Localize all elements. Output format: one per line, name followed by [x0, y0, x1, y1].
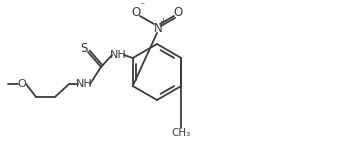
Text: CH₃: CH₃	[172, 128, 191, 138]
Text: NH: NH	[76, 79, 92, 89]
Text: O: O	[18, 79, 26, 89]
Text: N: N	[153, 22, 162, 34]
Text: O: O	[174, 6, 183, 20]
Text: +: +	[159, 18, 166, 26]
Text: NH: NH	[109, 50, 126, 60]
Text: O: O	[131, 6, 141, 20]
Text: ⁻: ⁻	[139, 1, 145, 11]
Text: S: S	[80, 43, 88, 55]
